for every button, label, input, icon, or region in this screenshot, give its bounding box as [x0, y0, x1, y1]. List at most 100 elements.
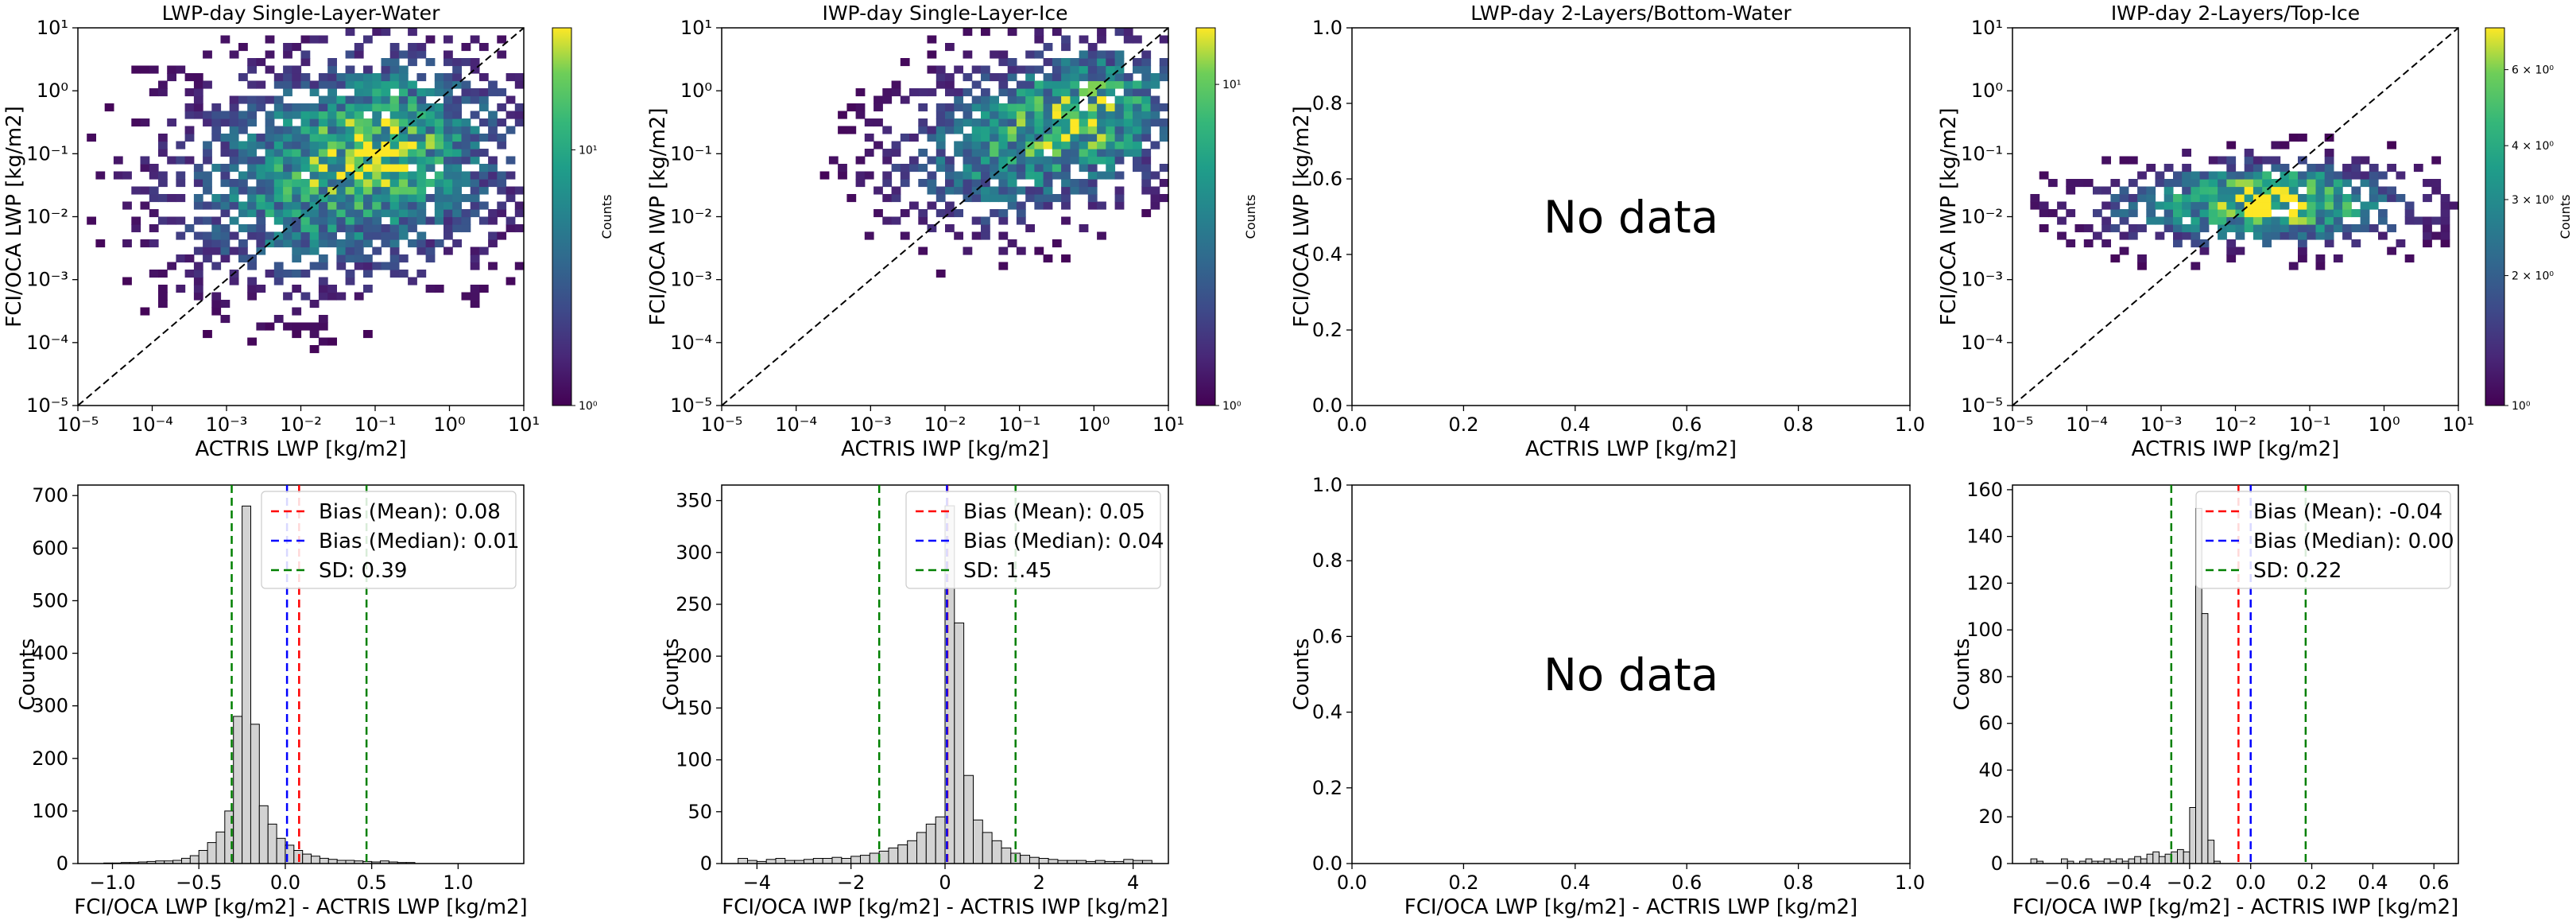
heatmap-cell: [452, 95, 462, 104]
heatmap-cell: [220, 149, 230, 157]
heatmap-cell: [434, 111, 444, 119]
heatmap-cell: [425, 141, 436, 149]
heatmap-cell: [963, 118, 973, 127]
heatmap-cell: [300, 149, 311, 157]
heatmap-cell: [2413, 216, 2423, 225]
heatmap-cell: [2199, 179, 2210, 188]
heatmap-cell: [998, 73, 1009, 82]
heatmap-cell: [184, 103, 195, 112]
histogram-bar: [2158, 856, 2166, 864]
heatmap-cell: [1141, 149, 1152, 157]
heatmap-cell: [1087, 186, 1098, 195]
heatmap-cell: [2333, 254, 2343, 263]
colorbar-tick-label-1-1: 10¹: [1222, 79, 1241, 91]
x-tick-label-2-1: 0.2: [1448, 413, 1478, 436]
heatmap-cell: [220, 315, 230, 324]
heatmap-cell: [452, 134, 462, 142]
y-tick-label-3-5: 10⁰: [1971, 80, 2003, 102]
heatmap-cell: [398, 254, 409, 263]
heatmap-cell: [309, 126, 320, 134]
heatmap-cell: [2199, 186, 2210, 195]
heatmap-cell: [363, 141, 373, 149]
heatmap-cell: [990, 194, 999, 203]
heatmap-cell: [452, 149, 462, 157]
heatmap-cell: [971, 231, 982, 240]
heatmap-cell: [211, 134, 222, 142]
heatmap-cell: [363, 35, 373, 44]
heatmap-cell: [1016, 186, 1026, 195]
heatmap-cell: [478, 186, 489, 195]
heatmap-cell: [1097, 149, 1106, 157]
heatmap-cell: [363, 164, 373, 173]
heatmap-cell: [945, 164, 955, 173]
y-tick-label-7-5: 100: [1966, 619, 2003, 641]
heatmap-cell: [2387, 224, 2396, 233]
heatmap-cell: [1007, 73, 1017, 82]
heatmap-cell: [990, 111, 999, 119]
heatmap-cell: [935, 164, 946, 173]
heatmap-cell: [220, 300, 230, 309]
heatmap-cell: [1034, 118, 1044, 127]
heatmap-cell: [2110, 201, 2121, 210]
heatmap-cell: [425, 88, 436, 97]
heatmap-cell: [283, 201, 292, 210]
heatmap-cell: [203, 186, 212, 195]
x-tick-label-4-3: 0.5: [357, 871, 387, 894]
heatmap-cell: [131, 118, 141, 127]
heatmap-cell: [434, 156, 444, 165]
heatmap-cell: [1097, 65, 1106, 74]
heatmap-cell: [2271, 216, 2281, 225]
heatmap-cell: [990, 149, 999, 157]
heatmap-cell: [2119, 194, 2129, 203]
y-tick-label-2-0: 0.0: [1312, 394, 1342, 417]
heatmap-cell: [1114, 194, 1125, 203]
heatmap-cell: [2333, 224, 2343, 233]
heatmap-cell: [408, 103, 417, 112]
heatmap-cell: [2351, 194, 2361, 203]
heatmap-cell: [1106, 111, 1116, 119]
heatmap-cell: [256, 239, 266, 248]
heatmap-cell: [273, 262, 284, 270]
heatmap-cell: [184, 156, 195, 165]
heatmap-cell: [408, 186, 417, 195]
heatmap-cell: [1114, 50, 1125, 59]
heatmap-cell: [372, 246, 382, 255]
heatmap-cell: [1087, 134, 1098, 142]
heatmap-cell: [2280, 179, 2290, 188]
heatmap-cell: [2226, 194, 2237, 203]
heatmap-cell: [416, 73, 427, 82]
heatmap-cell: [2101, 239, 2111, 248]
heatmap-cell: [2271, 224, 2281, 233]
heatmap-cell: [2360, 171, 2370, 180]
heatmap-cell: [2333, 201, 2343, 210]
heatmap-cell: [2235, 201, 2245, 210]
heatmap-cell: [1150, 186, 1160, 195]
heatmap-cell: [1141, 103, 1152, 112]
heatmap-cell: [309, 171, 320, 180]
heatmap-cell: [2315, 216, 2326, 225]
heatmap-cell: [1123, 103, 1133, 112]
heatmap-cell: [2235, 209, 2245, 218]
heatmap-cell: [1052, 149, 1062, 157]
heatmap-cell: [345, 186, 355, 195]
heatmap-cell: [2378, 194, 2388, 203]
heatmap-cell: [971, 65, 982, 74]
heatmap-cell: [345, 254, 355, 263]
heatmap-cell: [372, 28, 382, 37]
heatmap-cell: [990, 126, 999, 134]
heatmap-cell: [372, 262, 382, 270]
heatmap-cell: [1025, 171, 1035, 180]
heatmap-cell: [2146, 216, 2156, 225]
heatmap-cell: [497, 88, 507, 97]
heatmap-cell: [846, 194, 857, 203]
heatmap-cell: [514, 73, 525, 82]
heatmap-cell: [309, 156, 320, 165]
heatmap-cell: [309, 262, 320, 270]
heatmap-cell: [283, 73, 292, 82]
heatmap-cell: [2163, 186, 2174, 195]
heatmap-cell: [416, 149, 427, 157]
heatmap-cell: [389, 149, 400, 157]
heatmap-cell: [2163, 201, 2174, 210]
heatmap-cell: [1133, 156, 1142, 165]
heatmap-cell: [2262, 179, 2272, 188]
